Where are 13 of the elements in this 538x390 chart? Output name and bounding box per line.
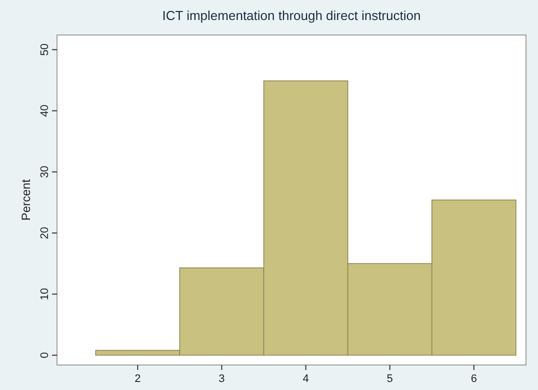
x-tick-label: 4 xyxy=(302,373,309,385)
y-tick-label: 10 xyxy=(39,288,51,300)
x-tick-label: 5 xyxy=(386,373,393,385)
y-tick-label: 30 xyxy=(39,166,51,178)
x-tick-label: 3 xyxy=(218,373,225,385)
y-tick-label: 0 xyxy=(39,352,51,358)
y-tick-label: 40 xyxy=(39,104,51,117)
y-tick-label: 50 xyxy=(39,44,51,56)
y-tick-label: 20 xyxy=(39,226,51,240)
chart-title: ICT implementation through direct instruction xyxy=(162,8,421,23)
x-tick-label: 2 xyxy=(134,373,141,385)
y-axis-title: Percent xyxy=(19,178,33,221)
x-tick-label: 6 xyxy=(470,373,477,385)
